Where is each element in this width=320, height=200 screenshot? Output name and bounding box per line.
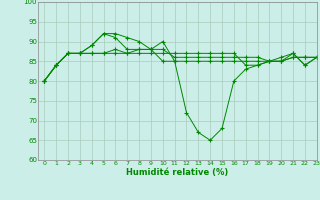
- X-axis label: Humidité relative (%): Humidité relative (%): [126, 168, 229, 177]
